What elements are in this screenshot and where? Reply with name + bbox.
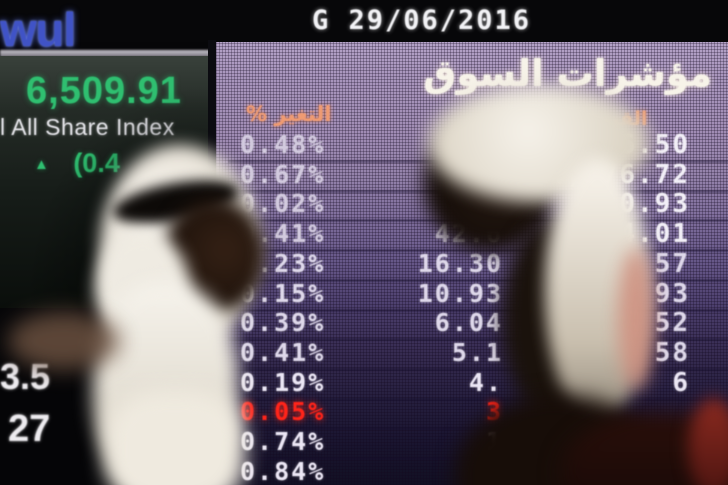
column-header-change-percent: التغير % (246, 102, 332, 126)
index-change: ▲ (0.4 (34, 148, 120, 179)
board-row: 0.84% 5 (228, 457, 728, 485)
value-cell: 10.93 (601, 189, 690, 220)
board-row: 0.15% 10.93 93 (228, 279, 728, 312)
value-cell: 52 (654, 308, 690, 339)
change-percent-cell: 0.41% (240, 219, 326, 249)
column-header-value: القيمة (588, 108, 648, 130)
top-bar (0, 0, 728, 42)
board-title: مؤشرات السوق (423, 52, 712, 95)
screen-bezel (0, 50, 212, 57)
board-row: 0.23% 16.30 57 (228, 249, 728, 282)
change-percent-cell: 0.23% (240, 248, 326, 278)
change-percent-cell: 0.39% (240, 308, 326, 338)
index-value: 6,509.91 (26, 70, 182, 112)
change-amount-cell: 6.04 (434, 308, 503, 338)
change-percent-cell: 0.19% (240, 367, 326, 397)
value-cell: 4.01 (619, 219, 690, 250)
screen-gap (208, 40, 216, 320)
ticker-number: 3.5 (0, 356, 51, 397)
board-row: 0.41% 5.1 58 (228, 338, 728, 371)
change-amount-cell: 1 (485, 427, 503, 456)
value-cell: 14,146.50 (531, 130, 690, 160)
ticker-number: 27 (8, 408, 51, 450)
change-percent-cell: 0.67% (240, 159, 326, 189)
change-percent-cell: 0.48% (240, 130, 326, 159)
change-percent-cell: 0.74% (240, 427, 326, 456)
value-cell: 93 (654, 278, 690, 309)
change-percent-cell: 0.02% (240, 189, 326, 219)
tadawul-logo: wul (0, 3, 76, 56)
change-amount-cell: 2 (485, 159, 503, 189)
change-amount-cell: 5 (485, 456, 503, 485)
change-amount-cell: 8 (485, 189, 503, 219)
change-percent-cell: 0.05% (240, 397, 326, 427)
up-arrow-icon: ▲ (34, 156, 49, 173)
change-amount-cell: 8 (485, 130, 503, 159)
change-amount-cell: 5.1 (451, 337, 503, 367)
board-row: 0.19% 4. 6 (228, 368, 728, 401)
change-percent-cell: 0.41% (240, 337, 326, 367)
index-panel: 6,509.91 l All Share Index ▲ (0.4 (0, 56, 208, 308)
board-row: 0.48% 8 14,146.50 (228, 130, 728, 163)
date-display: G 29/06/2016 (312, 5, 532, 36)
board-row: 0.05% 3 (228, 397, 728, 431)
index-label: l All Share Index (0, 114, 175, 140)
ticker-panel: 3.5 27 (0, 330, 120, 485)
value-cell: 6 (672, 367, 690, 398)
change-amount-cell: 42.6 (434, 219, 503, 249)
board-row: 0.41% 42.6 4.01 (228, 219, 728, 253)
change-amount-cell: 16.30 (417, 248, 503, 278)
change-percent-cell: 0.15% (240, 278, 326, 308)
value-cell: 58 (654, 337, 690, 368)
board-row: 0.74% 1 (228, 427, 728, 460)
change-percent-cell: 0.84% (240, 456, 326, 485)
index-change-text: (0.4 (73, 148, 120, 178)
value-cell: 4,376.72 (548, 159, 690, 190)
change-amount-cell: 3 (485, 397, 503, 427)
board-row: 0.02% 8 10.93 (228, 189, 728, 223)
change-amount-cell: 10.93 (417, 278, 503, 308)
board-row: 0.67% 2 4,376.72 (228, 160, 728, 193)
change-amount-cell: 4. (468, 367, 503, 397)
board-row: 0.39% 6.04 52 (228, 308, 728, 342)
value-cell: 57 (654, 248, 690, 279)
